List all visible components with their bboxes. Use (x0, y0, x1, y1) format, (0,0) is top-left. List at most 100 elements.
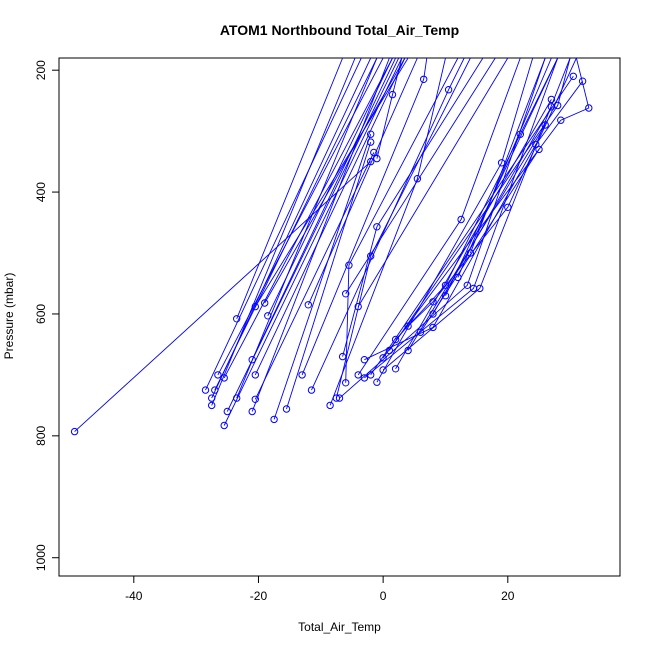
profile-line-18 (273, 134, 372, 420)
profile-line-14 (254, 58, 406, 376)
data-point (342, 290, 350, 298)
x-axis-label: Total_Air_Temp (298, 620, 381, 634)
profile-line-28 (335, 58, 471, 399)
data-point (338, 352, 347, 361)
data-point (214, 371, 222, 379)
profile-line-17 (211, 58, 356, 406)
data-point (444, 86, 453, 94)
profile-line-22 (307, 58, 418, 305)
data-point (367, 371, 375, 379)
data-point (70, 427, 79, 436)
data-point (379, 366, 387, 374)
data-point (282, 405, 291, 413)
data-point (569, 72, 577, 81)
profile-line-19 (286, 141, 372, 410)
series-group (70, 58, 593, 436)
profile-line-23 (301, 58, 428, 376)
profile-line-21 (376, 58, 403, 159)
profile-line-45 (432, 106, 552, 315)
data-point (201, 386, 210, 394)
data-point (457, 215, 465, 224)
profile-line-2 (236, 58, 344, 319)
data-point (547, 95, 556, 104)
profile-line-48 (469, 58, 546, 254)
profile-line-46 (445, 58, 559, 296)
y-axis-label: Pressure (mbar) (2, 273, 16, 360)
profile-line-29 (345, 58, 496, 295)
profile-line-42 (395, 99, 552, 370)
profile-line-30 (357, 58, 509, 307)
plot-frame (58, 57, 621, 577)
profile-line-5 (214, 58, 378, 391)
x-tick-label: -40 (125, 589, 143, 603)
profile-line-39 (389, 58, 571, 351)
data-point (429, 310, 437, 318)
data-point (298, 371, 306, 379)
data-point (476, 284, 484, 293)
data-point (441, 292, 450, 300)
data-point (307, 386, 316, 394)
data-point (413, 175, 422, 183)
profile-line-11 (264, 58, 406, 304)
data-point (504, 203, 512, 212)
data-point (379, 354, 387, 362)
data-point (416, 328, 425, 336)
data-point (466, 249, 475, 257)
data-point (373, 154, 381, 163)
profile-line-20 (254, 152, 375, 400)
profile-line-33 (339, 58, 546, 399)
data-point (541, 121, 549, 129)
y-tick-label: 800 (34, 426, 48, 446)
data-point (251, 395, 260, 403)
data-point (557, 116, 565, 124)
data-point (404, 346, 412, 355)
data-point (373, 378, 381, 386)
data-point (248, 407, 256, 416)
data-point (360, 356, 369, 364)
data-point (251, 371, 260, 379)
data-point (388, 90, 397, 99)
data-point (360, 374, 369, 382)
profile-line-16 (236, 58, 378, 399)
data-point (535, 145, 543, 154)
data-point (463, 281, 471, 289)
data-point (367, 138, 375, 146)
data-point (345, 261, 353, 269)
data-point (429, 323, 437, 332)
profile-line-27 (345, 58, 459, 383)
data-point (270, 415, 278, 424)
x-tick-label: -20 (250, 589, 268, 603)
data-point (208, 401, 216, 410)
profile-line-10 (254, 58, 409, 307)
y-tick-label: 1000 (34, 544, 48, 571)
data-point (335, 394, 344, 402)
data-point (220, 421, 228, 430)
data-point (391, 335, 400, 344)
data-point (326, 401, 334, 410)
y-tick-label: 400 (34, 182, 48, 202)
axis-ticks: -40 -20 0 20 200 400 600 800 1000 (34, 60, 515, 603)
data-point (420, 75, 428, 84)
data-point (233, 394, 241, 402)
data-point (547, 103, 556, 111)
data-point (354, 302, 362, 311)
x-tick-label: 0 (380, 589, 387, 603)
data-point (248, 356, 256, 364)
profile-line-34 (364, 58, 559, 379)
y-tick-label: 200 (34, 60, 48, 80)
profile-line-24 (311, 58, 465, 391)
chart-title: ATOM1 Northbound Total_Air_Temp (220, 22, 459, 38)
profile-line-38 (364, 80, 583, 361)
profile-line-3 (205, 58, 362, 391)
profile-line-25 (329, 58, 446, 406)
profile-line-6 (217, 58, 384, 376)
data-point (261, 299, 269, 307)
data-point (367, 130, 375, 138)
profile-line-15 (251, 58, 390, 412)
data-point (373, 223, 381, 231)
profile-line-35 (382, 58, 571, 371)
x-tick-label: 20 (501, 589, 515, 603)
profile-line-26 (342, 58, 484, 357)
profile-line-41 (370, 76, 574, 376)
